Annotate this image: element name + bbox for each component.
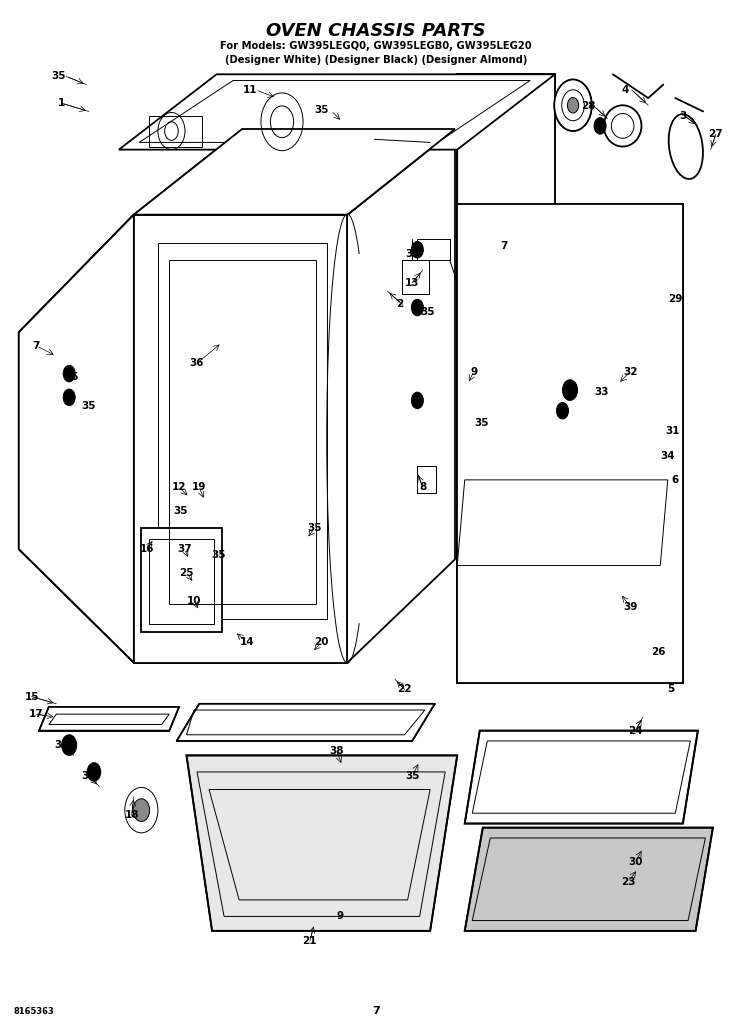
Circle shape	[63, 389, 75, 406]
Text: 21: 21	[302, 936, 317, 946]
Circle shape	[87, 763, 101, 781]
Text: 35: 35	[81, 400, 96, 411]
Text: 3: 3	[679, 110, 687, 121]
Text: 35: 35	[405, 771, 420, 781]
Text: 12: 12	[171, 482, 186, 492]
Text: 35: 35	[314, 105, 329, 116]
Text: 14: 14	[239, 637, 254, 647]
Text: 18: 18	[124, 810, 139, 820]
Polygon shape	[134, 215, 347, 663]
Circle shape	[411, 392, 423, 409]
Circle shape	[411, 241, 423, 258]
Text: 11: 11	[243, 85, 258, 95]
Polygon shape	[158, 243, 327, 619]
Polygon shape	[465, 828, 713, 931]
Text: 15: 15	[24, 691, 39, 702]
Text: 36: 36	[190, 358, 205, 368]
Text: 35: 35	[81, 771, 96, 781]
Text: 35: 35	[211, 550, 226, 560]
Text: 39: 39	[623, 602, 638, 612]
Text: (Designer White) (Designer Black) (Designer Almond): (Designer White) (Designer Black) (Desig…	[225, 55, 527, 65]
Circle shape	[62, 735, 77, 755]
Text: 22: 22	[397, 684, 412, 695]
Text: 35: 35	[474, 418, 489, 428]
Text: 13: 13	[405, 278, 420, 288]
Text: 5: 5	[667, 684, 675, 695]
Circle shape	[562, 380, 578, 400]
Polygon shape	[402, 260, 429, 294]
Circle shape	[556, 402, 569, 419]
Text: OVEN CHASSIS PARTS: OVEN CHASSIS PARTS	[266, 22, 486, 40]
Text: 7: 7	[500, 240, 508, 251]
Text: 17: 17	[29, 709, 44, 719]
Text: 35: 35	[307, 523, 322, 534]
Text: 33: 33	[594, 387, 609, 397]
Text: 25: 25	[179, 568, 194, 578]
Circle shape	[594, 118, 606, 134]
Polygon shape	[19, 215, 134, 663]
Text: 7: 7	[372, 1006, 380, 1017]
Text: 35: 35	[64, 372, 79, 382]
Polygon shape	[457, 74, 555, 562]
Text: 35: 35	[405, 249, 420, 259]
Text: 7: 7	[32, 341, 40, 351]
Text: 8165363: 8165363	[14, 1007, 54, 1015]
Text: 35: 35	[173, 506, 188, 516]
Text: 38: 38	[329, 746, 344, 756]
Circle shape	[133, 799, 150, 821]
Text: 37: 37	[177, 544, 192, 554]
Circle shape	[63, 365, 75, 382]
Polygon shape	[177, 704, 435, 741]
Circle shape	[554, 79, 592, 131]
Polygon shape	[134, 129, 455, 215]
Text: 9: 9	[336, 911, 344, 922]
Polygon shape	[119, 74, 555, 150]
Text: 2: 2	[396, 299, 404, 310]
Text: 26: 26	[650, 647, 666, 657]
Text: 9: 9	[470, 366, 478, 377]
Text: 29: 29	[668, 294, 683, 304]
Polygon shape	[186, 755, 457, 931]
Polygon shape	[465, 731, 698, 824]
Text: 10: 10	[186, 595, 202, 606]
Text: 32: 32	[623, 366, 638, 377]
Text: 35: 35	[54, 740, 69, 750]
Text: 4: 4	[622, 85, 629, 95]
Text: For Models: GW395LEGQ0, GW395LEGB0, GW395LEG20: For Models: GW395LEGQ0, GW395LEGB0, GW39…	[220, 41, 532, 52]
Text: 19: 19	[192, 482, 207, 492]
Polygon shape	[417, 466, 436, 493]
Text: 1: 1	[58, 98, 65, 108]
Text: 6: 6	[672, 475, 679, 485]
Text: 16: 16	[139, 544, 154, 554]
Text: 35: 35	[51, 71, 66, 82]
Polygon shape	[457, 204, 683, 683]
Polygon shape	[457, 480, 668, 566]
Text: 34: 34	[660, 451, 675, 461]
Text: 30: 30	[628, 857, 643, 867]
Polygon shape	[141, 528, 222, 632]
Text: 28: 28	[581, 101, 596, 111]
Polygon shape	[19, 215, 134, 663]
Text: 8: 8	[419, 482, 426, 492]
Text: 31: 31	[666, 426, 681, 437]
Text: 35: 35	[420, 307, 435, 317]
Text: 23: 23	[620, 877, 635, 888]
Circle shape	[567, 97, 579, 114]
Text: 27: 27	[708, 129, 723, 139]
Polygon shape	[39, 707, 179, 731]
Text: 24: 24	[628, 725, 643, 736]
Text: 20: 20	[314, 637, 329, 647]
Circle shape	[411, 299, 423, 316]
